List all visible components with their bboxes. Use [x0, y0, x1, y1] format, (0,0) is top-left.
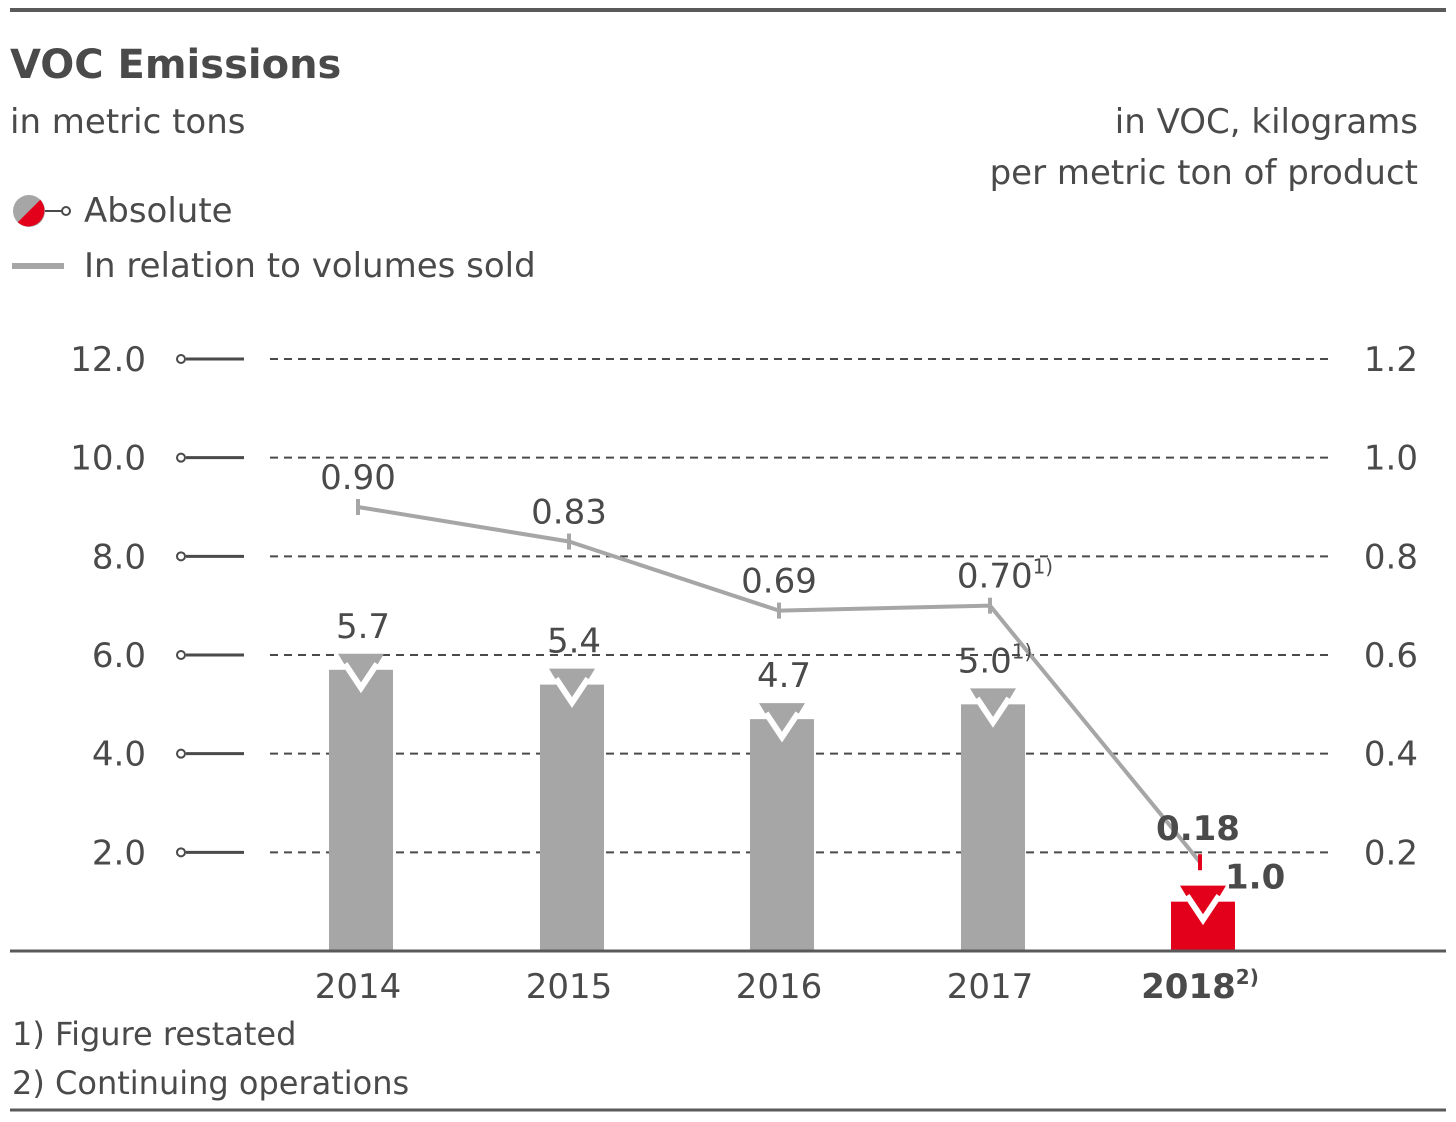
x-tick-label: 20182)	[1141, 965, 1259, 1007]
y-tick-dot	[176, 354, 186, 364]
bar	[329, 669, 393, 951]
bar-arrow-chevron	[553, 676, 591, 709]
line-value-label: 0.69	[741, 562, 817, 602]
bar	[750, 719, 814, 951]
footnote-1: 1) Figure restated	[12, 1015, 296, 1053]
chart-title: VOC Emissions	[10, 42, 341, 88]
right-axis-label-line2: per metric ton of product	[990, 153, 1418, 193]
bar	[540, 684, 604, 951]
y-right-tick-label: 1.2	[1364, 340, 1418, 380]
y-right-tick-label: 0.2	[1364, 833, 1418, 873]
y-right-tick-label: 0.6	[1364, 636, 1418, 676]
y-left-tick-label: 8.0	[92, 537, 146, 577]
bar-arrow-chevron	[1184, 894, 1222, 926]
x-tick-layer: 2014 2015 2016 2017 20182)	[315, 965, 1259, 1007]
x-tick-label: 2014	[315, 967, 402, 1007]
y-tick-dot	[176, 551, 186, 562]
bar-arrow-marker	[970, 688, 1016, 727]
bar-arrow-chevron	[974, 696, 1012, 728]
bar	[961, 704, 1025, 951]
y-tick-dot	[176, 650, 186, 660]
x-tick-label: 2015	[526, 967, 613, 1007]
bar-arrow-chevron	[763, 711, 801, 743]
bar-arrow-marker	[1180, 885, 1226, 924]
x-tick-label: 2016	[736, 967, 823, 1007]
y-tick-dot	[176, 452, 186, 463]
line-layer	[356, 499, 1202, 871]
y-left-tick-label: 4.0	[92, 735, 146, 775]
y-left-tick-label: 12.0	[70, 340, 146, 380]
legend-absolute-label: Absolute	[84, 191, 233, 231]
bar-value-label: 5.4	[547, 622, 601, 662]
line-value-label: 0.18	[1156, 809, 1240, 849]
bar-arrow-marker	[338, 653, 384, 692]
y-tick-dot	[176, 748, 186, 759]
y-right-tick-label: 0.4	[1364, 735, 1418, 775]
y-tick-dot	[176, 847, 186, 858]
y-left-tick-label: 6.0	[92, 636, 146, 676]
line-value-label: 0.90	[320, 458, 396, 498]
bar-arrow-chevron	[342, 662, 380, 694]
legend: Absolute In relation to volumes sold	[12, 191, 536, 286]
bar-value-label: 5.01)	[958, 639, 1033, 681]
y-right-tick-label: 0.8	[1364, 537, 1418, 577]
right-axis-label-line1: in VOC, kilograms	[1115, 102, 1418, 142]
line-value-label: 0.701)	[957, 555, 1053, 597]
y-left-tick-label: 2.0	[92, 833, 146, 873]
bar-value-label: 5.7	[336, 607, 390, 647]
grid-layer: 2.0 0.2 4.0 0.4 6.0 0.6 8.0 0.8 10.0 1.0 12.0 1.2	[70, 340, 1418, 873]
legend-relative-label: In relation to volumes sold	[84, 246, 536, 286]
bar-value-label: 4.7	[757, 656, 811, 696]
y-right-tick-label: 1.0	[1364, 439, 1418, 479]
bar-value-label: 1.0	[1225, 858, 1285, 898]
line-value-label: 0.83	[531, 493, 607, 533]
left-axis-label: in metric tons	[10, 102, 246, 142]
x-tick-label: 2017	[947, 967, 1034, 1007]
bar-layer	[329, 653, 1235, 951]
footnote-2: 2) Continuing operations	[12, 1064, 409, 1102]
bar-arrow-marker	[549, 668, 595, 707]
legend-absolute-icon	[13, 195, 71, 227]
bar-arrow-marker	[759, 703, 805, 742]
y-left-tick-label: 10.0	[70, 439, 146, 479]
